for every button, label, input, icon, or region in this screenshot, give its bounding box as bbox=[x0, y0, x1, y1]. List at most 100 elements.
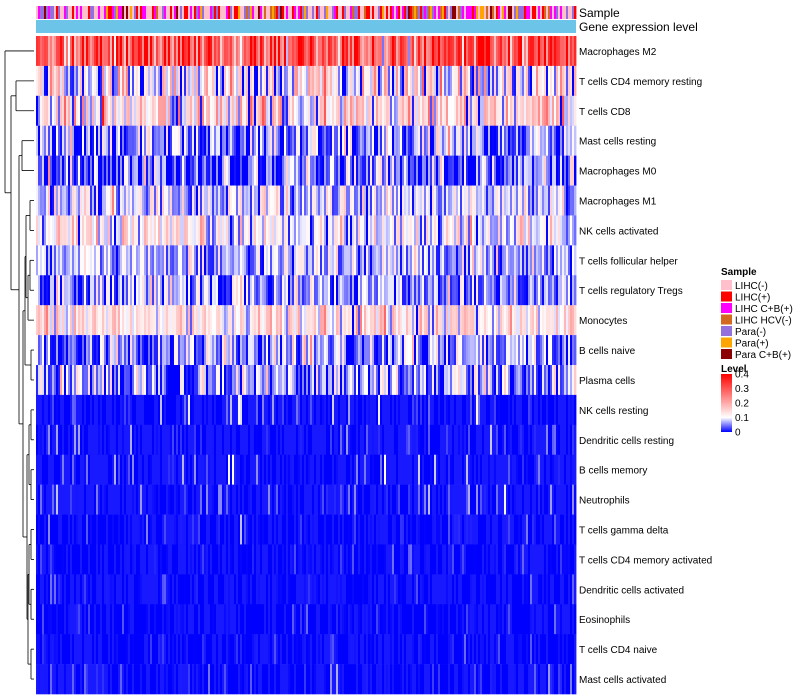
heatmap-cell bbox=[126, 125, 129, 156]
heatmap-cell bbox=[288, 36, 291, 67]
heatmap-cell bbox=[396, 484, 399, 515]
heatmap-cell bbox=[258, 454, 261, 485]
heatmap-cell bbox=[524, 245, 527, 276]
heatmap-cell bbox=[344, 65, 347, 97]
sample-cell bbox=[424, 6, 427, 19]
heatmap-cell bbox=[510, 275, 513, 306]
heatmap-cell bbox=[226, 394, 229, 426]
heatmap-cell bbox=[320, 275, 323, 306]
heatmap-cell bbox=[198, 394, 201, 426]
heatmap-cell bbox=[194, 484, 197, 515]
heatmap-cell bbox=[204, 125, 207, 156]
heatmap-cell bbox=[464, 245, 467, 276]
heatmap-cell bbox=[176, 514, 179, 545]
sample-cell bbox=[260, 6, 263, 19]
heatmap-cell bbox=[448, 394, 451, 426]
heatmap-cell bbox=[518, 365, 521, 396]
heatmap-cell bbox=[132, 215, 135, 246]
heatmap-cell bbox=[58, 514, 61, 545]
heatmap-cell bbox=[510, 95, 513, 127]
heatmap-cell bbox=[104, 544, 107, 575]
heatmap-cell bbox=[54, 394, 57, 426]
heatmap-cell bbox=[546, 125, 549, 156]
heatmap-cell bbox=[526, 245, 529, 276]
heatmap-cell bbox=[70, 245, 73, 276]
heatmap-cell bbox=[494, 365, 497, 396]
heatmap-cell bbox=[558, 65, 561, 97]
heatmap-cell bbox=[280, 125, 283, 156]
heatmap-cell bbox=[124, 335, 127, 366]
heatmap-cell bbox=[410, 125, 413, 156]
heatmap-cell bbox=[348, 365, 351, 396]
heatmap-cell bbox=[144, 514, 147, 545]
heatmap-cell bbox=[310, 275, 313, 306]
heatmap-cell bbox=[116, 215, 119, 246]
heatmap-cell bbox=[568, 245, 571, 276]
heatmap-cell bbox=[42, 454, 45, 485]
heatmap-cell bbox=[236, 185, 239, 216]
heatmap-cell bbox=[130, 365, 133, 396]
sample-annotation-track bbox=[36, 6, 577, 19]
heatmap-cell bbox=[138, 424, 141, 456]
heatmap-cell bbox=[242, 185, 245, 216]
heatmap-cell bbox=[364, 185, 367, 216]
heatmap-cell bbox=[208, 95, 211, 127]
heatmap-cell bbox=[468, 335, 471, 366]
heatmap-cell bbox=[392, 305, 395, 336]
heatmap-cell bbox=[160, 65, 163, 97]
heatmap-cell bbox=[302, 484, 305, 515]
sample-cell bbox=[432, 6, 435, 19]
heatmap-cell bbox=[508, 36, 511, 67]
heatmap-cell bbox=[212, 95, 215, 127]
heatmap-cell bbox=[484, 245, 487, 276]
heatmap-cell bbox=[274, 125, 277, 156]
heatmap-cell bbox=[484, 36, 487, 67]
heatmap-cell bbox=[148, 365, 151, 396]
heatmap-cell bbox=[464, 305, 467, 336]
heatmap-cell bbox=[148, 484, 151, 515]
heatmap-cell bbox=[156, 36, 159, 67]
heatmap-cell bbox=[512, 514, 515, 545]
heatmap-cell bbox=[224, 424, 227, 456]
heatmap-cell bbox=[80, 275, 83, 306]
heatmap-cell bbox=[278, 215, 281, 246]
heatmap-cell bbox=[280, 95, 283, 127]
sample-cell bbox=[242, 6, 245, 19]
heatmap-cell bbox=[432, 245, 435, 276]
heatmap-cell bbox=[502, 484, 505, 515]
heatmap-cell bbox=[66, 125, 69, 156]
heatmap-cell bbox=[232, 215, 235, 246]
heatmap-cell bbox=[490, 514, 493, 545]
heatmap-cell bbox=[126, 514, 129, 545]
heatmap-cell bbox=[90, 185, 93, 216]
heatmap-cell bbox=[52, 275, 55, 306]
heatmap-cell bbox=[352, 454, 355, 485]
heatmap-cell bbox=[386, 275, 389, 306]
heatmap-cell bbox=[440, 155, 443, 186]
heatmap-cell bbox=[160, 424, 163, 456]
sample-cell bbox=[528, 6, 531, 19]
heatmap-cell bbox=[50, 245, 53, 276]
heatmap-cell bbox=[538, 484, 541, 515]
heatmap-cell bbox=[260, 125, 263, 156]
heatmap-cell bbox=[436, 125, 439, 156]
heatmap-cell bbox=[140, 215, 143, 246]
heatmap-cell bbox=[472, 36, 475, 67]
heatmap-cell bbox=[194, 155, 197, 186]
heatmap-cell bbox=[500, 95, 503, 127]
heatmap-cell bbox=[132, 245, 135, 276]
heatmap-cell bbox=[352, 305, 355, 336]
heatmap-cell bbox=[482, 454, 485, 485]
heatmap-cell bbox=[226, 275, 229, 306]
heatmap-cell bbox=[492, 65, 495, 97]
heatmap-cell bbox=[564, 36, 567, 67]
heatmap-cell bbox=[182, 424, 185, 456]
heatmap-cell bbox=[336, 305, 339, 336]
heatmap-cell bbox=[158, 185, 161, 216]
heatmap-cell bbox=[94, 424, 97, 456]
heatmap-cell bbox=[254, 424, 257, 456]
heatmap-cell bbox=[344, 514, 347, 545]
sample-cell bbox=[74, 6, 77, 19]
heatmap-cell bbox=[422, 394, 425, 426]
heatmap-cell bbox=[484, 424, 487, 456]
